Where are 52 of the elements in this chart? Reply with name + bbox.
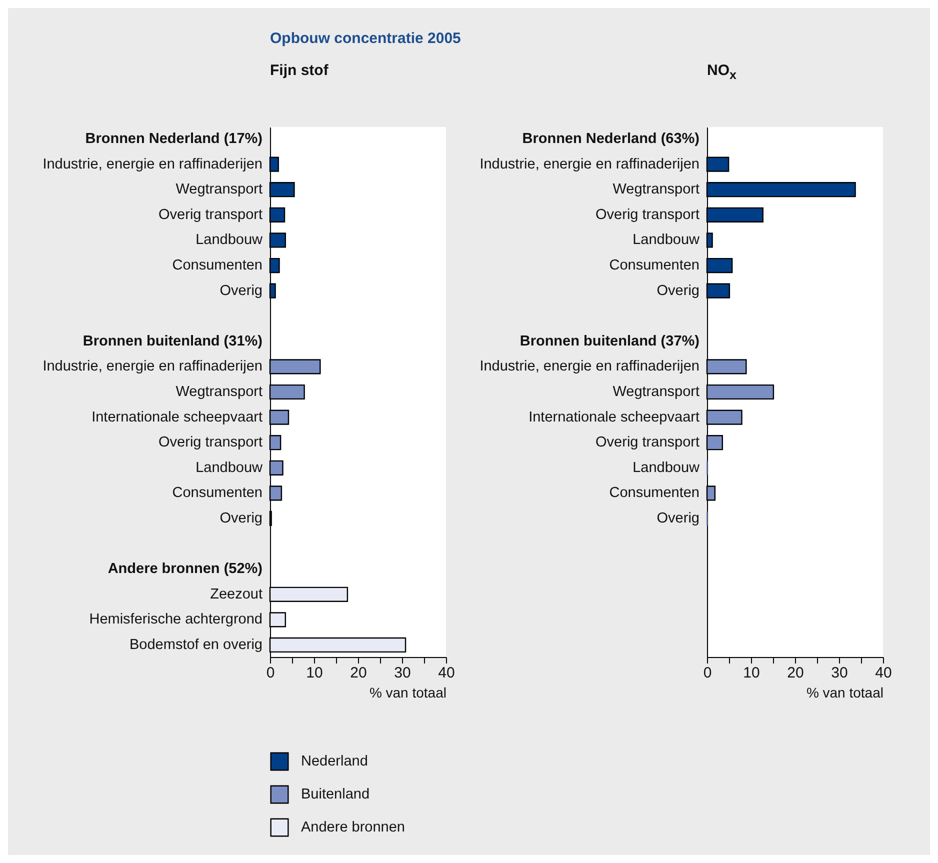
x-tick-label: 40: [438, 664, 455, 682]
y-tick-label: Industrie, energie en raffinaderijen: [42, 358, 262, 375]
y-tick-label: Overig transport: [158, 206, 262, 223]
y-tick-label: Wegtransport: [612, 384, 700, 400]
y-tick-label: Industrie, energie en raffinaderijen: [480, 156, 700, 172]
y-tick-label: Overig: [656, 510, 700, 526]
x-tick-label: 10: [743, 664, 760, 682]
x-tick-label: 30: [831, 664, 848, 682]
y-tick-label: Industrie, energie en raffinaderijen: [42, 156, 262, 172]
y-tick-label: Consumenten: [172, 485, 262, 502]
legend-label: Nederland: [301, 754, 368, 770]
legend-label: Buitenland: [301, 786, 370, 802]
y-tick-label: Consumenten: [172, 258, 262, 274]
x-tick-label: 20: [787, 664, 804, 682]
y-tick-label: Bronnen buitenland (31%): [82, 333, 263, 350]
legend-label: Andere bronnen: [301, 820, 405, 836]
y-tick-label: Hemisferische achtergrond: [89, 612, 262, 628]
y-tick-label: Internationale scheepvaart: [92, 409, 262, 426]
y-tick-label: Wegtransport: [612, 182, 700, 198]
x-tick-label: 10: [306, 664, 323, 682]
y-tick-label: Consumenten: [609, 258, 700, 274]
chart-subtitle: Fijn stof: [270, 62, 328, 79]
y-tick-label: Wegtransport: [176, 182, 262, 198]
chart-title: NO$_{x}$: [707, 62, 736, 82]
y-tick-label: Zeezout: [210, 586, 262, 602]
y-tick-label: Landbouw: [632, 460, 700, 476]
y-tick-label: Wegtransport: [176, 384, 262, 400]
y-tick-label: Bronnen Nederland (63%): [522, 131, 700, 148]
x-tick-label: 30: [394, 664, 411, 682]
y-tick-label: Overig transport: [596, 206, 700, 223]
y-tick-label: Andere bronnen (52%): [108, 561, 263, 578]
y-tick-label: Consumenten: [609, 485, 700, 502]
y-tick-label: Industrie, energie en raffinaderijen: [480, 358, 700, 375]
x-tick-label: 0: [266, 664, 275, 682]
y-tick-label: Internationale scheepvaart: [528, 409, 700, 426]
x-tick-label: 40: [875, 664, 892, 682]
y-tick-label: Overig: [220, 282, 262, 299]
x-tick-label: 0: [703, 664, 712, 682]
x-axis-title: % van totaal: [369, 684, 446, 700]
y-tick-label: Landbouw: [632, 232, 700, 248]
x-axis-title: % van totaal: [806, 684, 884, 700]
y-tick-label: Overig transport: [158, 434, 262, 451]
y-tick-label: Overig transport: [596, 434, 700, 451]
y-tick-label: Landbouw: [196, 232, 264, 248]
x-tick-label: 20: [350, 664, 367, 682]
y-tick-label: Bodemstof en overig: [130, 636, 262, 653]
y-tick-label: Overig: [656, 282, 700, 299]
y-tick-label: Overig: [220, 510, 262, 526]
y-tick-label: Bronnen Nederland (17%): [85, 131, 263, 148]
chart-title: Opbouw concentratie 2005: [270, 30, 461, 47]
y-tick-label: Bronnen buitenland (37%): [520, 333, 700, 350]
y-tick-label: Landbouw: [196, 460, 264, 476]
